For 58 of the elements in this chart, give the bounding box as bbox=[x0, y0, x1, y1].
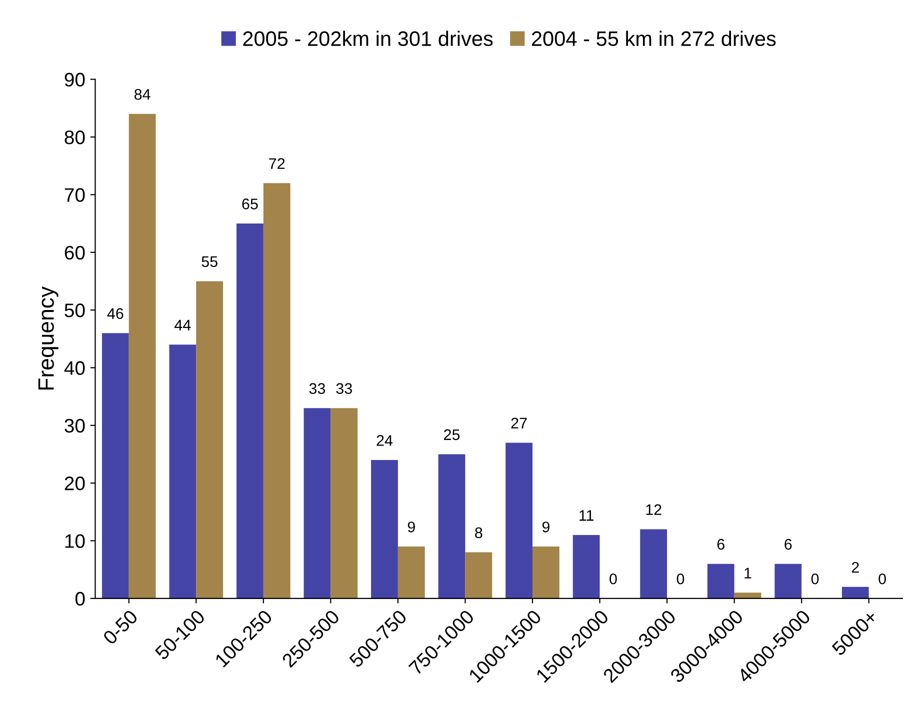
bar bbox=[398, 546, 425, 598]
data-label: 44 bbox=[174, 320, 191, 330]
data-label: 8 bbox=[475, 527, 482, 538]
y-tick-label: 30 bbox=[64, 418, 85, 433]
bar bbox=[169, 344, 196, 598]
data-label: 6 bbox=[784, 538, 792, 550]
data-label: 24 bbox=[376, 435, 393, 446]
data-label: 0 bbox=[811, 573, 819, 584]
data-label: 2 bbox=[852, 562, 859, 573]
data-label: 33 bbox=[309, 383, 326, 394]
data-label: 33 bbox=[336, 383, 352, 394]
bar bbox=[734, 592, 762, 598]
data-label: 65 bbox=[242, 198, 258, 210]
data-label: 9 bbox=[408, 522, 415, 532]
legend-label: 2004 - 55 km in 272 drives bbox=[532, 30, 776, 46]
data-label: 6 bbox=[717, 538, 724, 550]
bar bbox=[304, 408, 331, 598]
data-label: 1 bbox=[744, 568, 752, 578]
bar bbox=[196, 281, 224, 598]
y-tick-label: 60 bbox=[64, 246, 85, 260]
bar bbox=[640, 529, 668, 598]
y-tick-label: 80 bbox=[64, 130, 85, 144]
y-tick-label: 90 bbox=[64, 72, 85, 87]
data-label: 0 bbox=[878, 573, 886, 584]
x-tick-label: 0-50 bbox=[102, 609, 138, 646]
bar bbox=[465, 552, 492, 598]
bar bbox=[438, 454, 466, 598]
y-tick-label: 70 bbox=[64, 188, 85, 202]
data-label: 25 bbox=[444, 429, 460, 440]
data-label: 55 bbox=[202, 256, 218, 268]
data-label: 84 bbox=[134, 88, 150, 100]
data-label: 46 bbox=[107, 308, 124, 319]
bar bbox=[371, 460, 398, 598]
y-tick-label: 50 bbox=[64, 304, 85, 318]
data-label: 11 bbox=[580, 510, 594, 521]
bar bbox=[532, 546, 560, 598]
bar bbox=[774, 564, 802, 598]
bar bbox=[128, 114, 156, 598]
y-tick-label: 40 bbox=[64, 361, 85, 375]
y-tick-label: 0 bbox=[75, 592, 85, 606]
y-axis-title: Frequency bbox=[38, 286, 58, 390]
y-tick-label: 10 bbox=[65, 534, 85, 548]
bar bbox=[842, 586, 869, 598]
bar bbox=[506, 442, 532, 598]
data-label: 12 bbox=[646, 504, 662, 515]
bar bbox=[263, 183, 290, 598]
data-label: 0 bbox=[676, 573, 684, 584]
bar bbox=[707, 564, 734, 598]
data-label: 0 bbox=[610, 573, 617, 584]
bar bbox=[572, 534, 600, 598]
bar bbox=[102, 333, 129, 598]
data-label: 9 bbox=[542, 522, 550, 532]
y-tick-label: 20 bbox=[64, 476, 85, 490]
bar bbox=[330, 408, 358, 598]
data-label: 27 bbox=[511, 418, 527, 428]
bar bbox=[236, 224, 264, 598]
data-label: 72 bbox=[269, 158, 285, 169]
legend-label: 2005 - 202km in 301 drives bbox=[243, 30, 493, 46]
